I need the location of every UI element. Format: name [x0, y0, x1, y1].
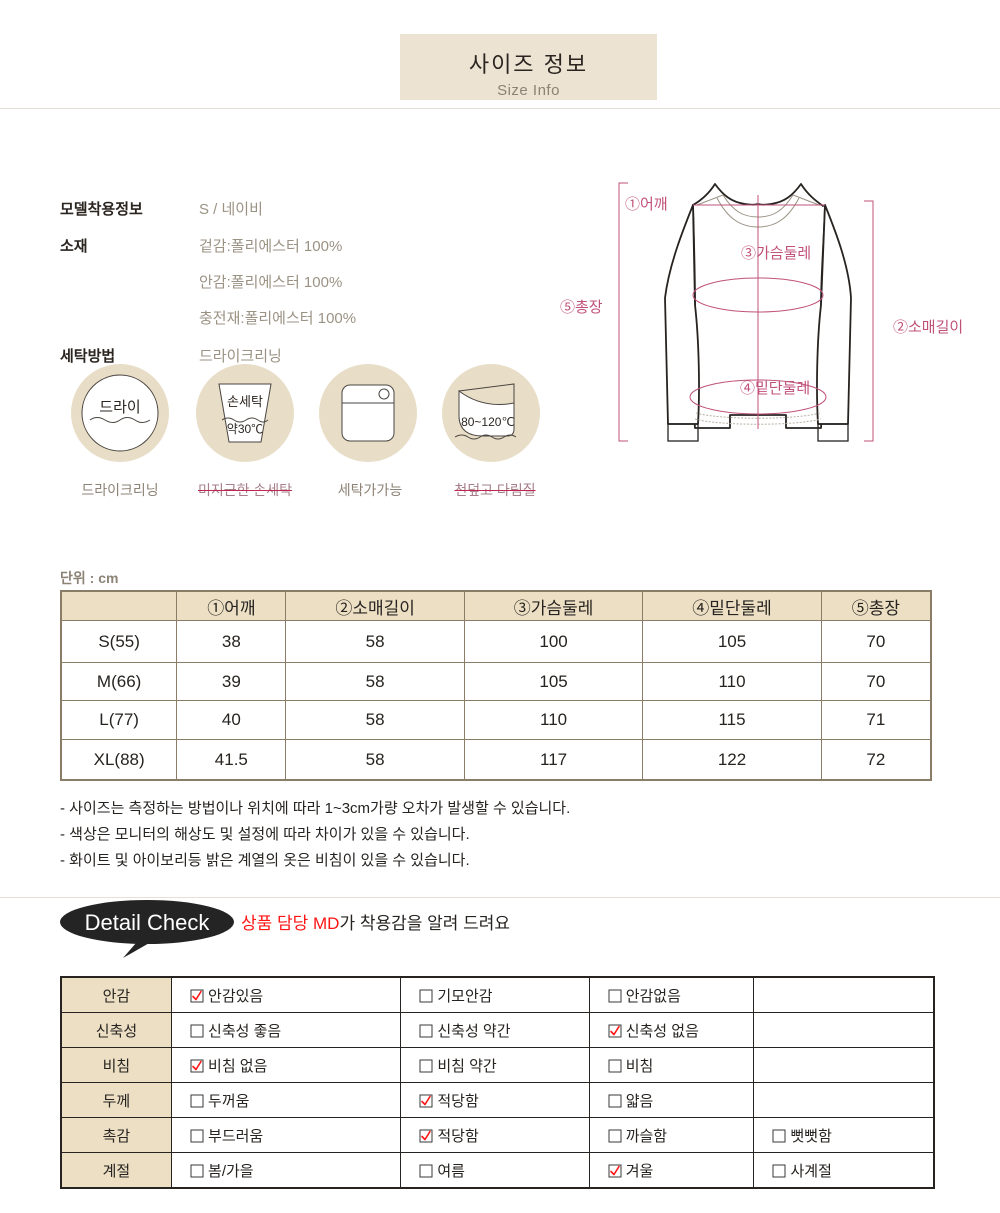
svg-text:손세탁: 손세탁: [227, 394, 263, 409]
svg-text:약30℃: 약30℃: [227, 421, 263, 436]
svg-text:드라이: 드라이: [99, 399, 140, 416]
svg-text:80~120℃: 80~120℃: [461, 415, 515, 429]
svg-text:Detail Check: Detail Check: [85, 910, 211, 935]
